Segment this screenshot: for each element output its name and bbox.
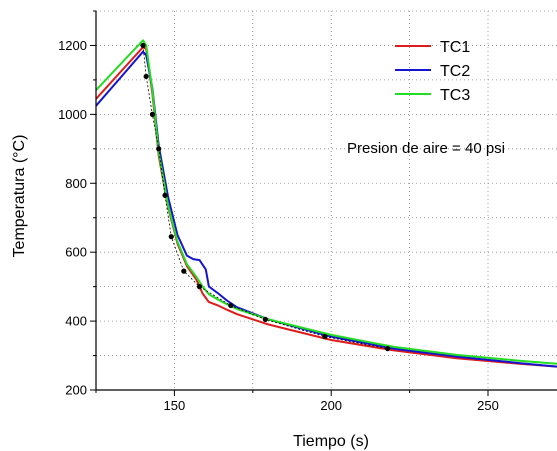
y-tick-label: 1200 (58, 38, 87, 53)
reference-point (385, 346, 391, 352)
y-axis-title: Temperatura (°C) (11, 135, 28, 258)
y-tick-label: 1000 (58, 107, 87, 122)
tick-labels: 200 400 600 800 1000 1200 150 200 250 (58, 38, 499, 413)
reference-point (156, 146, 162, 152)
reference-point (228, 302, 234, 309)
y-tick-label: 400 (65, 314, 87, 329)
y-tick-label: 800 (65, 176, 87, 191)
reference-point (262, 316, 268, 322)
x-tick-label: 200 (320, 398, 342, 413)
x-axis-title: Tiempo (s) (293, 433, 369, 450)
series-line-tc3 (95, 39, 557, 365)
legend-label-tc3: TC3 (440, 87, 470, 104)
reference-point (181, 268, 187, 274)
reference-dashed-line (142, 45, 388, 350)
reference-point (162, 192, 168, 198)
x-tick-label: 250 (477, 398, 499, 413)
legend-label-tc2: TC2 (440, 63, 470, 80)
y-tick-label: 200 (65, 383, 87, 398)
reference-point (149, 111, 156, 117)
reference-point (322, 333, 328, 340)
reference-point (140, 42, 146, 49)
x-tick-label: 150 (164, 398, 186, 413)
legend: TC1 TC2 TC3 (395, 39, 470, 104)
axes (90, 10, 557, 396)
reference-point (143, 73, 149, 80)
reference-point (196, 284, 203, 290)
reference-point (168, 234, 174, 240)
series-lines (95, 39, 557, 368)
grid (96, 10, 557, 390)
annotation-text: Presion de aire = 40 psi (347, 140, 505, 157)
legend-label-tc1: TC1 (440, 39, 470, 56)
y-tick-label: 600 (65, 245, 87, 260)
